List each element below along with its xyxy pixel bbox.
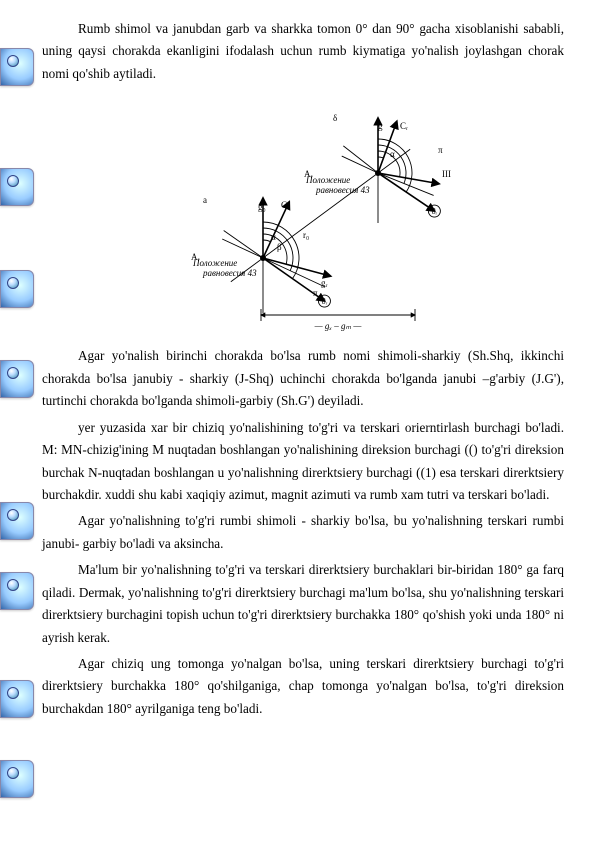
svg-text:равновесия 43: равновесия 43 — [202, 268, 257, 278]
paragraph: Agar yo'nalishning to'g'ri rumbi shimoli… — [42, 510, 564, 555]
svg-text:III: III — [442, 169, 451, 179]
margin-tab-icon — [0, 48, 34, 86]
svg-text:α: α — [271, 232, 276, 242]
svg-text:ϑᵣ: ϑᵣ — [322, 297, 328, 306]
svg-text:α: α — [390, 149, 395, 159]
svg-text:Cᵣ: Cᵣ — [281, 200, 289, 210]
svg-text:a: a — [203, 195, 207, 205]
margin-tab-icon — [0, 680, 34, 718]
svg-text:ϑᵣ: ϑᵣ — [431, 207, 437, 216]
svg-text:π: π — [438, 145, 443, 155]
svg-text:r₀: r₀ — [303, 230, 309, 240]
page-body: Rumb shimol va janubdan garb va sharkka … — [0, 0, 596, 742]
svg-text:g₀: g₀ — [258, 202, 266, 212]
svg-text:π: π — [313, 288, 318, 298]
figure-container: ϑᵣag₀Cᵣr₀Положениеравновесия 43Aᵣαβπgᵣϑᵣ… — [42, 103, 564, 333]
svg-text:Aᵣ: Aᵣ — [304, 169, 313, 179]
paragraph: Rumb shimol va janubdan garb va sharkka … — [42, 18, 564, 85]
margin-tab-icon — [0, 572, 34, 610]
svg-text:— gₓ – gₘ —: — gₓ – gₘ — — [314, 321, 363, 331]
svg-text:Aᵣ: Aᵣ — [191, 252, 200, 262]
paragraph: Ma'lum bir yo'nalishning to'g'ri va tеrs… — [42, 559, 564, 649]
paragraph: yer yuzasida xar bir chiziq yo'nalishini… — [42, 417, 564, 507]
paragraph: Agar chiziq ung tomonga yo'nalgan bo'lsa… — [42, 653, 564, 720]
svg-text:Cᵣ: Cᵣ — [400, 121, 408, 131]
margin-tab-icon — [0, 502, 34, 540]
margin-tab-icon — [0, 168, 34, 206]
paragraph: Agar yo'nalish birinchi chorakda bo'lsa … — [42, 345, 564, 412]
svg-text:gᵣ: gᵣ — [321, 278, 328, 288]
diagram-figure: ϑᵣag₀Cᵣr₀Положениеравновесия 43Aᵣαβπgᵣϑᵣ… — [153, 103, 453, 333]
svg-text:равновесия 43: равновесия 43 — [315, 185, 370, 195]
svg-text:g: g — [378, 121, 383, 131]
margin-tab-icon — [0, 760, 34, 798]
svg-text:δ: δ — [333, 113, 337, 123]
margin-tab-icon — [0, 360, 34, 398]
margin-tab-icon — [0, 270, 34, 308]
